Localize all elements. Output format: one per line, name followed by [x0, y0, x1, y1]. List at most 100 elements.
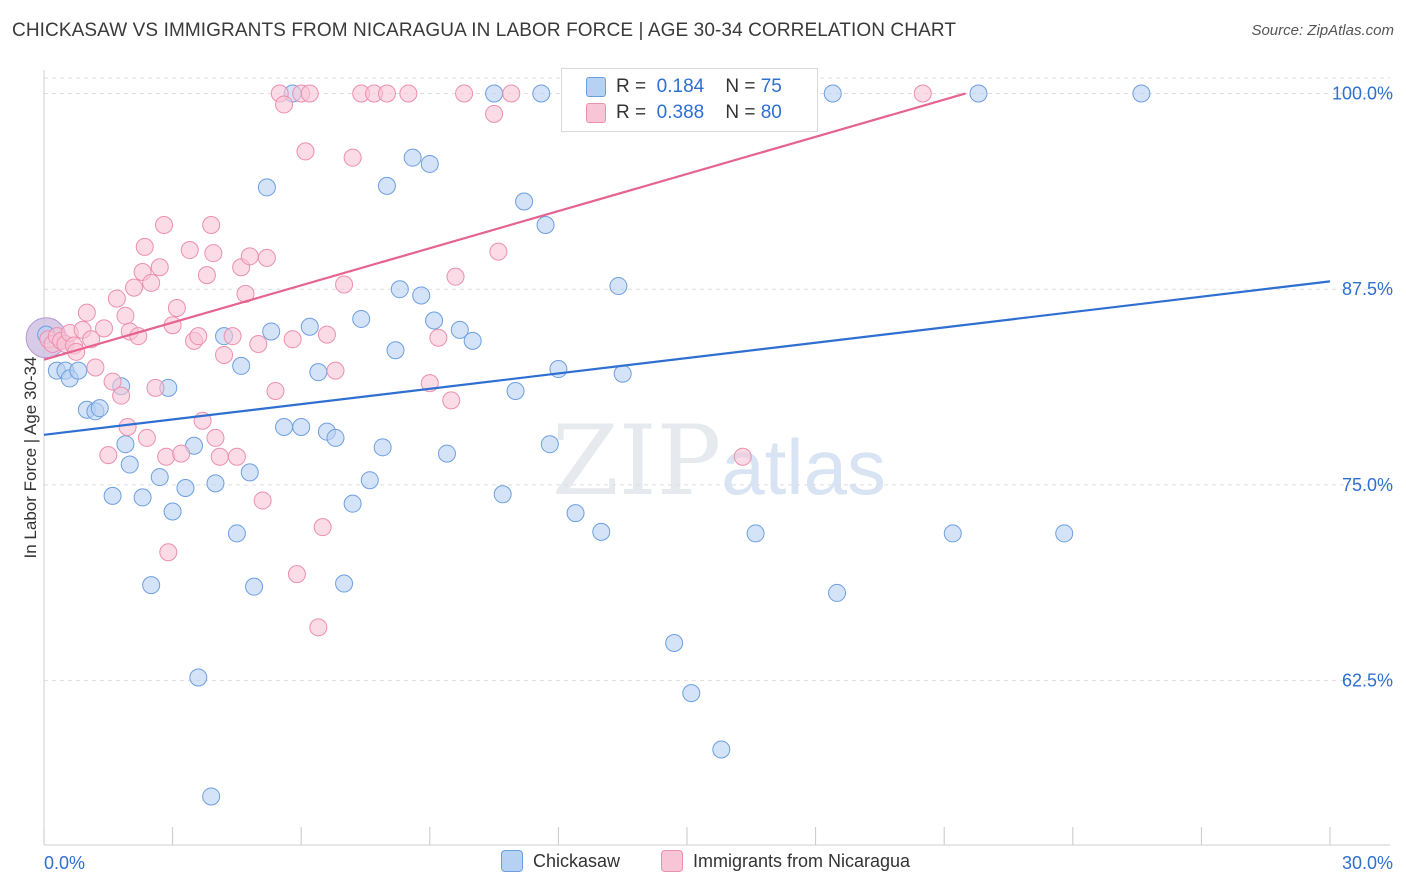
legend-r-label: R = [616, 102, 647, 123]
point-chickasaw [823, 84, 842, 103]
watermark-zip: ZIP [552, 405, 722, 517]
point-chickasaw [969, 84, 988, 103]
point-chickasaw [262, 322, 281, 341]
point-chickasaw [292, 417, 311, 436]
point-chickasaw [335, 574, 354, 593]
point-nicaragua [197, 266, 216, 285]
point-nicaragua [249, 334, 268, 353]
point-chickasaw [275, 417, 294, 436]
point-nicaragua [202, 216, 221, 234]
point-chickasaw [176, 479, 195, 498]
point-chickasaw [943, 524, 962, 543]
point-chickasaw [309, 363, 328, 382]
point-chickasaw [133, 488, 152, 507]
point-nicaragua [150, 258, 169, 277]
point-chickasaw [90, 399, 109, 418]
series-legend: Chickasaw Immigrants from Nicaragua [0, 850, 1406, 878]
point-chickasaw [360, 471, 379, 490]
point-nicaragua [167, 298, 186, 317]
point-nicaragua [733, 447, 752, 466]
point-nicaragua [399, 84, 418, 103]
point-chickasaw [390, 280, 409, 299]
point-nicaragua [142, 273, 161, 292]
point-nicaragua [257, 248, 276, 267]
legend-n-label: N = [725, 102, 756, 123]
point-nicaragua [155, 216, 174, 234]
point-chickasaw [420, 154, 439, 173]
point-nicaragua [317, 325, 336, 344]
point-nicaragua [206, 428, 225, 447]
point-nicaragua [159, 543, 178, 562]
point-chickasaw [712, 740, 731, 759]
point-chickasaw [493, 485, 512, 504]
legend-swatch-chickasaw [586, 77, 606, 97]
point-nicaragua [309, 618, 328, 637]
point-chickasaw [515, 192, 534, 211]
point-chickasaw [532, 84, 551, 103]
series-legend-chickasaw[interactable]: Chickasaw [501, 850, 620, 872]
point-chickasaw [120, 455, 139, 474]
y-tick-label: 62.5% [1342, 671, 1393, 691]
point-chickasaw [326, 428, 345, 447]
point-chickasaw [506, 381, 525, 400]
point-chickasaw [300, 317, 319, 336]
point-nicaragua [313, 518, 332, 537]
legend-row-chickasaw: R = 0.184 N = 75 [586, 75, 782, 99]
point-chickasaw [403, 148, 422, 167]
series-swatch-nicaragua [661, 850, 683, 872]
point-chickasaw [485, 84, 504, 103]
series-swatch-chickasaw [501, 850, 523, 872]
point-chickasaw [463, 331, 482, 350]
watermark: ZIPatlas [552, 405, 886, 517]
point-nicaragua [86, 358, 105, 377]
point-chickasaw [103, 486, 122, 505]
legend-n-value: 75 [760, 76, 782, 97]
point-chickasaw [540, 435, 559, 454]
point-nicaragua [99, 446, 118, 465]
point-nicaragua [215, 345, 234, 364]
point-chickasaw [613, 364, 632, 383]
point-nicaragua [172, 444, 191, 463]
point-nicaragua [240, 247, 259, 266]
point-chickasaw [343, 494, 362, 513]
point-nicaragua [82, 330, 101, 349]
point-nicaragua [180, 241, 199, 260]
x-tick-label: 30.0% [1342, 853, 1393, 873]
trendline-chickasaw [43, 280, 1331, 436]
legend-r-value: 0.388 [656, 102, 705, 123]
watermark-atlas: atlas [721, 423, 886, 511]
point-chickasaw [257, 178, 276, 197]
point-nicaragua [429, 328, 448, 347]
chart-title: CHICKASAW VS IMMIGRANTS FROM NICARAGUA I… [12, 20, 957, 41]
point-chickasaw [425, 311, 444, 330]
point-nicaragua [77, 303, 96, 322]
point-nicaragua [446, 267, 465, 286]
point-nicaragua [204, 244, 223, 263]
trendline-nicaragua [43, 92, 966, 361]
point-chickasaw [245, 577, 264, 596]
point-chickasaw [373, 438, 392, 457]
point-nicaragua [275, 95, 294, 114]
point-chickasaw [1055, 524, 1074, 543]
point-nicaragua [116, 306, 135, 325]
point-chickasaw [665, 634, 684, 653]
point-chickasaw [232, 356, 251, 375]
point-nicaragua [502, 84, 521, 103]
point-chickasaw [828, 583, 847, 602]
point-nicaragua [227, 447, 246, 466]
point-nicaragua [283, 330, 302, 349]
point-nicaragua [112, 386, 131, 405]
point-nicaragua [326, 361, 345, 380]
point-nicaragua [146, 378, 165, 397]
point-chickasaw [163, 502, 182, 521]
point-nicaragua [137, 428, 156, 447]
point-nicaragua [157, 447, 176, 466]
correlation-legend: R = 0.184 N = 75 R = 0.388 N = 80 [561, 68, 818, 132]
series-legend-nicaragua[interactable]: Immigrants from Nicaragua [661, 850, 910, 872]
point-nicaragua [442, 391, 461, 410]
point-chickasaw [386, 341, 405, 360]
point-chickasaw [352, 309, 371, 328]
point-nicaragua [296, 142, 315, 161]
point-chickasaw [202, 787, 221, 806]
point-nicaragua [253, 491, 272, 510]
